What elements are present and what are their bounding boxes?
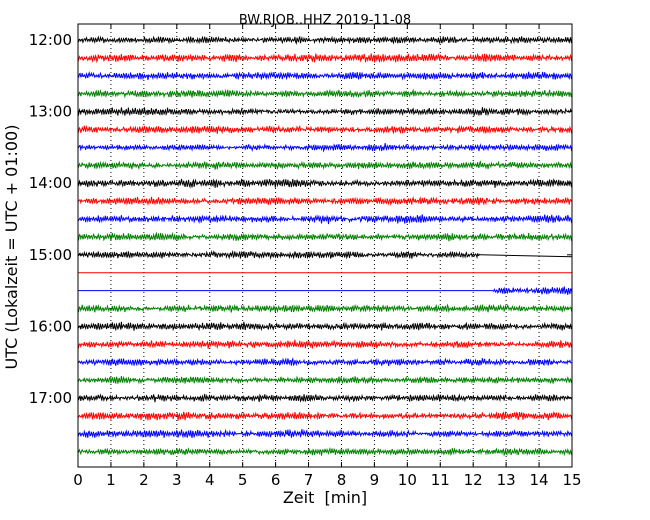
y-tick-label: 12:00 — [29, 31, 72, 49]
trace-waveform — [77, 70, 573, 81]
grid-lines — [110, 24, 540, 467]
x-tick-label: 1 — [106, 471, 116, 489]
trace-waveform — [77, 321, 573, 332]
trace-1645 — [77, 375, 573, 385]
x-tick-label: 5 — [238, 471, 248, 489]
x-tick-label: 13 — [497, 471, 516, 489]
trace-1300 — [77, 107, 573, 118]
trace-1745 — [77, 446, 573, 457]
y-axis-label: UTC (Lokalzeit = UTC + 01:00) — [2, 125, 21, 370]
x-tick-label: 15 — [562, 471, 581, 489]
x-tick-label: 0 — [73, 471, 83, 489]
trace-waveform — [77, 214, 573, 225]
trace-1330 — [77, 143, 573, 153]
trace-waveform — [77, 124, 573, 135]
x-tick-label: 14 — [530, 471, 549, 489]
trace-waveform — [77, 375, 573, 385]
trace-1545 — [77, 303, 573, 314]
trace-waveform — [77, 196, 573, 207]
x-tick-label: 4 — [205, 471, 215, 489]
x-tick-label: 12 — [464, 471, 483, 489]
trace-1500 — [77, 249, 573, 260]
trace-waveform — [77, 231, 573, 242]
trace-waveform — [77, 303, 573, 314]
trace-1430 — [77, 214, 573, 225]
trace-waveform — [77, 428, 573, 439]
x-tick-label: 10 — [398, 471, 417, 489]
x-tick-label: 11 — [431, 471, 450, 489]
trace-1600 — [77, 321, 573, 332]
y-tick-label: 13:00 — [29, 103, 72, 121]
trace-waveform — [77, 107, 573, 118]
chart-title: BW.RJOB..HHZ 2019-11-08 — [239, 13, 411, 28]
trace-1630 — [77, 357, 573, 367]
trace-1445 — [77, 231, 573, 242]
trace-1530 — [78, 286, 573, 295]
plot-frame — [77, 23, 573, 468]
trace-1245 — [77, 88, 573, 99]
trace-waveform — [77, 178, 573, 189]
trace-group — [77, 35, 573, 457]
trace-1415 — [77, 196, 573, 207]
trace-waveform — [77, 35, 573, 46]
trace-waveform — [492, 286, 573, 295]
x-axis-label: Zeit [min] — [283, 488, 367, 507]
trace-1200 — [77, 35, 573, 46]
x-tick-label: 9 — [370, 471, 380, 489]
trace-waveform — [77, 339, 573, 350]
x-tick-label: 8 — [337, 471, 347, 489]
trace-1400 — [77, 178, 573, 189]
trace-waveform — [77, 411, 573, 421]
trace-flat-segment — [479, 254, 573, 258]
y-axis-ticks: 12:00 13:00 14:00 15:00 16:00 17:00 — [29, 31, 572, 407]
trace-1345 — [77, 160, 573, 171]
trace-1715 — [77, 411, 573, 421]
x-tick-label: 7 — [304, 471, 314, 489]
trace-waveform — [77, 393, 573, 403]
y-tick-label: 16:00 — [29, 317, 72, 335]
trace-waveform — [77, 160, 573, 171]
trace-1615 — [77, 339, 573, 350]
x-tick-label: 6 — [271, 471, 281, 489]
trace-waveform — [77, 52, 573, 64]
trace-waveform — [77, 88, 573, 99]
trace-1730 — [77, 428, 573, 439]
trace-waveform — [77, 446, 573, 457]
y-tick-label: 17:00 — [29, 389, 72, 407]
x-tick-label: 3 — [172, 471, 182, 489]
y-tick-label: 15:00 — [29, 246, 72, 264]
trace-waveform — [77, 249, 481, 260]
trace-1230 — [77, 70, 573, 81]
trace-1315 — [77, 124, 573, 135]
y-tick-label: 14:00 — [29, 174, 72, 192]
x-axis-ticks: 0 1 2 3 4 5 6 7 8 9 10 11 12 13 14 15 — [73, 24, 582, 489]
x-tick-label: 2 — [139, 471, 149, 489]
trace-waveform — [77, 143, 573, 153]
trace-1700 — [77, 393, 573, 403]
trace-1215 — [77, 52, 573, 64]
trace-waveform — [77, 357, 573, 367]
